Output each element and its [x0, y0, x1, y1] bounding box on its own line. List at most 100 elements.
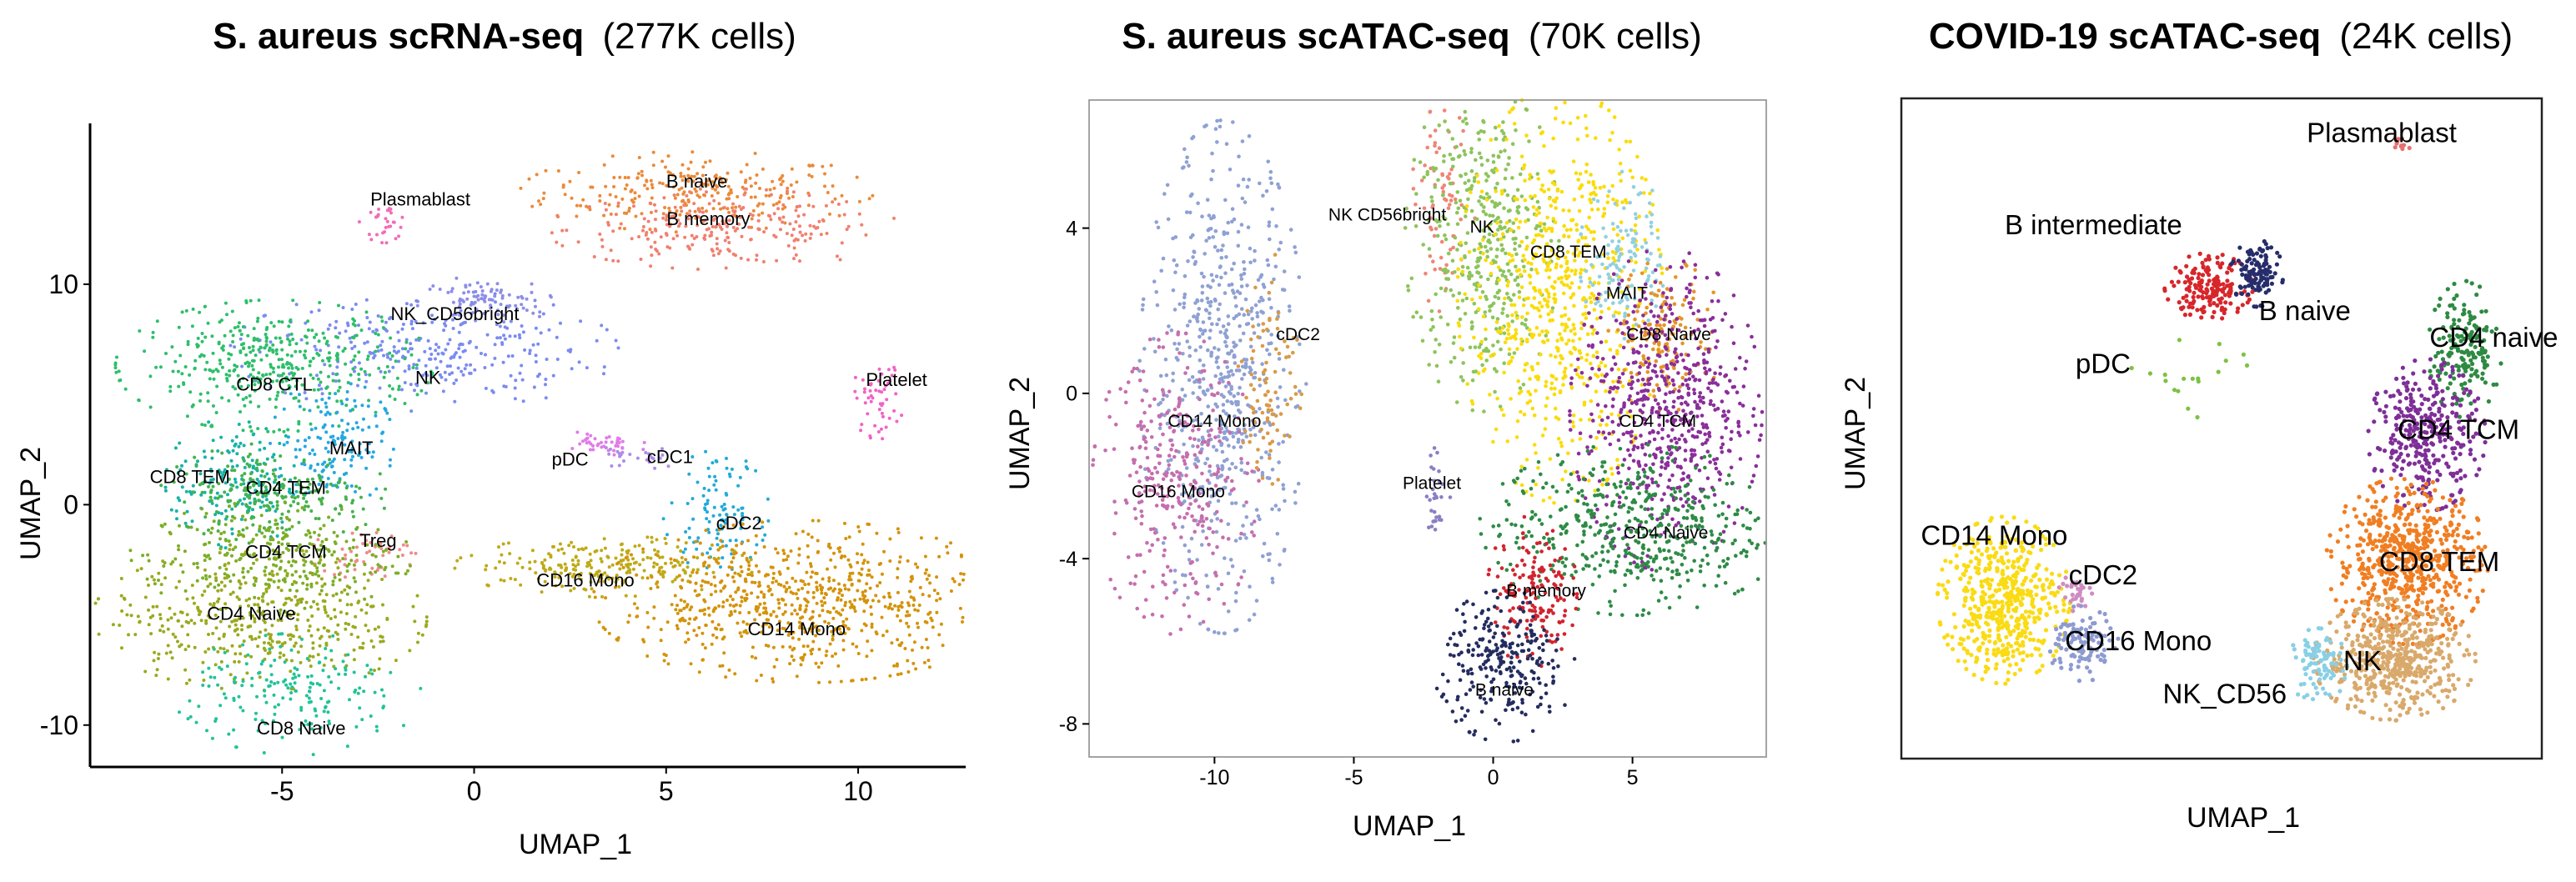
cell-point — [379, 496, 384, 500]
cell-point — [157, 571, 161, 575]
cell-point — [614, 213, 618, 217]
cell-point — [715, 635, 719, 639]
cell-point — [611, 258, 615, 263]
cell-point — [656, 549, 660, 554]
cell-point — [723, 238, 727, 243]
cell-point — [786, 554, 790, 559]
cell-point — [690, 497, 695, 501]
cell-point — [293, 681, 297, 685]
cell-point — [755, 253, 759, 258]
cell-point — [714, 488, 718, 492]
cell-point — [720, 627, 724, 631]
cell-point — [357, 454, 360, 458]
cell-point — [1183, 583, 1188, 588]
cell-point — [458, 313, 462, 317]
cell-point — [837, 588, 841, 592]
cell-point — [801, 586, 804, 590]
cell-point — [180, 464, 183, 468]
cell-point — [214, 579, 218, 583]
cell-point — [327, 629, 331, 633]
cell-point — [188, 699, 192, 703]
cell-point — [1236, 391, 1240, 396]
cell-point — [231, 449, 235, 453]
cell-point — [846, 224, 851, 228]
cell-point — [906, 624, 911, 629]
cell-point — [1246, 403, 1250, 408]
cell-point — [1274, 224, 1278, 228]
cell-point — [515, 307, 519, 311]
cell-point — [296, 599, 300, 603]
cell-point — [711, 633, 716, 637]
cell-point — [183, 459, 188, 464]
cell-point — [1224, 142, 1229, 146]
cell-point — [670, 603, 674, 607]
cell-point — [695, 235, 699, 238]
cell-point — [352, 538, 356, 542]
cell-point — [533, 559, 537, 564]
cell-point — [375, 345, 379, 349]
cell-point — [846, 627, 851, 631]
cell-point — [1225, 365, 1229, 369]
cell-point — [811, 590, 816, 594]
cell-point — [1266, 263, 1271, 268]
cell-point — [1209, 350, 1214, 355]
cell-point — [717, 223, 721, 227]
cell-point — [315, 569, 319, 574]
cell-point — [715, 627, 719, 631]
cell-point — [285, 353, 289, 357]
cell-point — [334, 630, 338, 634]
cell-point — [366, 404, 370, 408]
cell-point — [1254, 599, 1259, 603]
cell-point — [374, 349, 378, 353]
cell-point — [158, 613, 162, 617]
cell-point — [238, 499, 242, 503]
cell-point — [178, 524, 181, 528]
cell-point — [961, 615, 965, 619]
cell-point — [710, 233, 713, 238]
cell-point — [716, 623, 721, 627]
cell-point — [308, 654, 312, 659]
cell-point — [727, 197, 731, 201]
cell-point — [268, 346, 272, 350]
cell-point — [166, 677, 170, 681]
cell-point — [1183, 393, 1188, 398]
cell-point — [796, 612, 800, 616]
cell-point — [1191, 391, 1195, 395]
cluster-platelet — [853, 365, 904, 441]
cell-point — [668, 246, 672, 250]
cell-point — [352, 658, 356, 662]
cell-point — [454, 313, 458, 316]
cell-point — [1169, 458, 1173, 462]
cell-point — [329, 435, 333, 439]
cell-point — [297, 399, 301, 403]
cell-point — [560, 228, 565, 233]
cell-point — [284, 533, 288, 537]
cell-point — [323, 582, 327, 586]
cell-point — [359, 533, 364, 537]
cell-point — [1259, 295, 1263, 300]
cell-point — [196, 565, 199, 569]
cell-point — [255, 376, 259, 380]
cell-point — [345, 584, 349, 589]
cell-point — [374, 487, 379, 491]
cell-point — [215, 384, 219, 388]
cell-point — [201, 576, 205, 580]
cell-point — [903, 647, 907, 650]
cell-point — [1244, 515, 1249, 519]
cell-point — [297, 520, 301, 524]
cell-point — [304, 574, 308, 578]
cell-point — [853, 375, 857, 379]
cell-point — [119, 577, 123, 580]
cell-point — [314, 426, 318, 430]
cell-point — [810, 174, 814, 178]
cell-point — [283, 579, 287, 584]
cell-point — [866, 560, 870, 564]
cell-point — [451, 318, 454, 322]
cell-point — [1268, 352, 1272, 357]
cell-point — [936, 592, 940, 595]
cell-point — [317, 483, 321, 486]
cell-point — [826, 587, 831, 591]
cell-point — [320, 398, 324, 402]
cell-point — [665, 223, 669, 227]
cell-point — [499, 290, 503, 294]
